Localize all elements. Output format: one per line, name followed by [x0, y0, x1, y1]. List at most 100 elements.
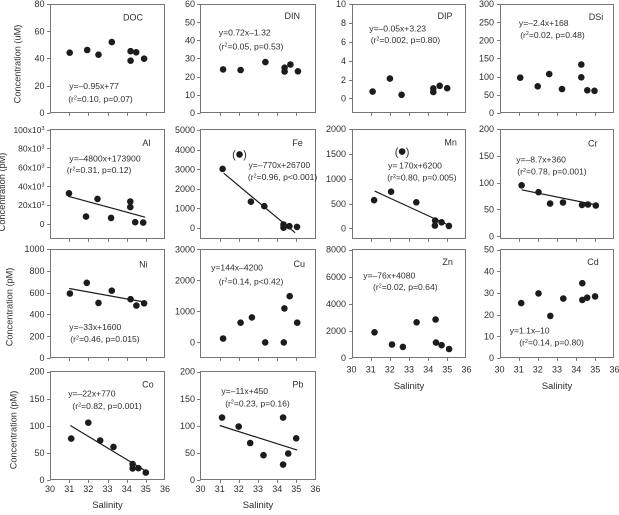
svg-text:y=–76x+4080: y=–76x+4080 [363, 270, 415, 280]
svg-text:1000: 1000 [326, 174, 346, 184]
svg-text:20x103: 20x103 [18, 200, 44, 210]
svg-text:(r2=0.002, p=0.80): (r2=0.002, p=0.80) [371, 35, 441, 45]
svg-text:2000: 2000 [326, 124, 346, 134]
svg-text:6000: 6000 [326, 272, 346, 282]
svg-text:y=–0.95x+77: y=–0.95x+77 [69, 81, 119, 91]
svg-text:1000: 1000 [24, 244, 44, 254]
svg-text:34: 34 [423, 365, 433, 375]
svg-text:60: 60 [34, 27, 44, 37]
svg-text:150: 150 [479, 54, 494, 64]
svg-text:34: 34 [122, 484, 132, 494]
svg-text:): ) [243, 149, 247, 161]
svg-text:40: 40 [484, 266, 494, 276]
svg-text:(r2=0.14, p=0.80): (r2=0.14, p=0.80) [519, 338, 584, 348]
svg-text:20: 20 [185, 72, 195, 82]
svg-text:50: 50 [185, 17, 195, 27]
svg-text:(: ( [395, 146, 399, 158]
svg-text:2: 2 [341, 75, 346, 85]
svg-text:y=144x–4200: y=144x–4200 [211, 262, 263, 272]
svg-text:36: 36 [310, 484, 320, 494]
svg-text:40: 40 [34, 54, 44, 64]
svg-text:200: 200 [29, 367, 44, 377]
svg-text:y=–0.05x+3.23: y=–0.05x+3.23 [369, 23, 426, 33]
svg-text:0: 0 [489, 231, 494, 241]
svg-text:600: 600 [29, 288, 44, 298]
svg-text:500: 500 [331, 199, 346, 209]
svg-text:Pb: Pb [292, 379, 303, 389]
svg-text:36: 36 [160, 484, 170, 494]
svg-text:150: 150 [479, 151, 494, 161]
svg-text:31: 31 [514, 365, 524, 375]
svg-text:10: 10 [185, 90, 195, 100]
svg-text:10: 10 [336, 0, 346, 9]
svg-text:8000: 8000 [326, 245, 346, 255]
svg-text:DOC: DOC [123, 13, 144, 23]
svg-text:Salinity: Salinity [542, 381, 573, 392]
svg-text:y=0.72x–1.32: y=0.72x–1.32 [219, 28, 271, 38]
svg-text:y=–11x+450: y=–11x+450 [221, 386, 268, 396]
svg-text:2000: 2000 [175, 184, 195, 194]
svg-text:30: 30 [45, 484, 55, 494]
svg-text:3000: 3000 [175, 244, 195, 254]
svg-text:y=–4800x+173900: y=–4800x+173900 [69, 153, 140, 163]
svg-text:0: 0 [489, 353, 494, 363]
svg-text:300: 300 [479, 0, 494, 9]
svg-text:(r2=0.02, p=0.64): (r2=0.02, p=0.64) [373, 282, 438, 292]
svg-text:40x103: 40x103 [18, 181, 44, 191]
svg-text:35: 35 [590, 365, 600, 375]
svg-text:Cr: Cr [588, 139, 598, 149]
svg-text:50: 50 [34, 448, 44, 458]
svg-text:Ni: Ni [139, 259, 148, 269]
svg-text:36: 36 [461, 365, 471, 375]
svg-text:(r2=0.14, p<0.42): (r2=0.14, p<0.42) [219, 276, 284, 286]
svg-text:32: 32 [83, 484, 93, 494]
svg-text:50: 50 [185, 448, 195, 458]
svg-text:100: 100 [180, 421, 195, 431]
svg-text:(r2=0.23, p=0.16): (r2=0.23, p=0.16) [225, 398, 290, 408]
svg-text:Cd: Cd [587, 257, 599, 267]
svg-text:0: 0 [190, 475, 195, 485]
svg-text:3000: 3000 [175, 164, 195, 174]
svg-text:(r2=0.46, p=0.015): (r2=0.46, p=0.015) [70, 334, 140, 344]
svg-text:30: 30 [484, 288, 494, 298]
svg-text:y=–22x+770: y=–22x+770 [68, 389, 116, 399]
svg-text:Salinity: Salinity [243, 500, 274, 510]
svg-text:50: 50 [484, 245, 494, 255]
svg-text:32: 32 [533, 365, 543, 375]
svg-text:35: 35 [141, 484, 151, 494]
svg-text:33: 33 [102, 484, 112, 494]
svg-text:): ) [406, 146, 410, 158]
svg-text:Cu: Cu [294, 259, 306, 269]
svg-text:0: 0 [341, 353, 346, 363]
svg-text:36: 36 [609, 365, 619, 375]
svg-text:200: 200 [479, 36, 494, 46]
svg-text:200: 200 [479, 124, 494, 134]
svg-text:y=1.1x–10: y=1.1x–10 [510, 325, 550, 335]
svg-text:Zn: Zn [442, 257, 453, 267]
svg-text:0: 0 [341, 224, 346, 234]
svg-text:20: 20 [484, 310, 494, 320]
svg-text:150: 150 [180, 394, 195, 404]
svg-text:400: 400 [29, 310, 44, 320]
svg-text:50: 50 [484, 90, 494, 100]
svg-text:100: 100 [479, 178, 494, 188]
svg-text:35: 35 [442, 365, 452, 375]
svg-text:(: ( [232, 149, 236, 161]
svg-text:32: 32 [234, 484, 244, 494]
svg-text:31: 31 [215, 484, 225, 494]
svg-text:Concentration (pM): Concentration (pM) [5, 268, 15, 347]
svg-text:y=–770x+26700: y=–770x+26700 [249, 160, 311, 170]
svg-text:100: 100 [479, 72, 494, 82]
svg-text:y= 170x+6200: y= 170x+6200 [388, 161, 442, 171]
svg-text:40: 40 [185, 36, 195, 46]
svg-text:4: 4 [341, 56, 346, 66]
svg-text:2000: 2000 [175, 275, 195, 285]
svg-text:5000: 5000 [175, 125, 195, 135]
svg-text:Al: Al [142, 138, 150, 148]
svg-text:DIN: DIN [285, 11, 301, 21]
svg-text:0: 0 [39, 108, 44, 118]
svg-text:1000: 1000 [175, 306, 195, 316]
svg-text:(r2=0.82, p=0.001): (r2=0.82, p=0.001) [72, 401, 142, 411]
svg-text:80: 80 [34, 0, 44, 9]
svg-text:0: 0 [190, 108, 195, 118]
